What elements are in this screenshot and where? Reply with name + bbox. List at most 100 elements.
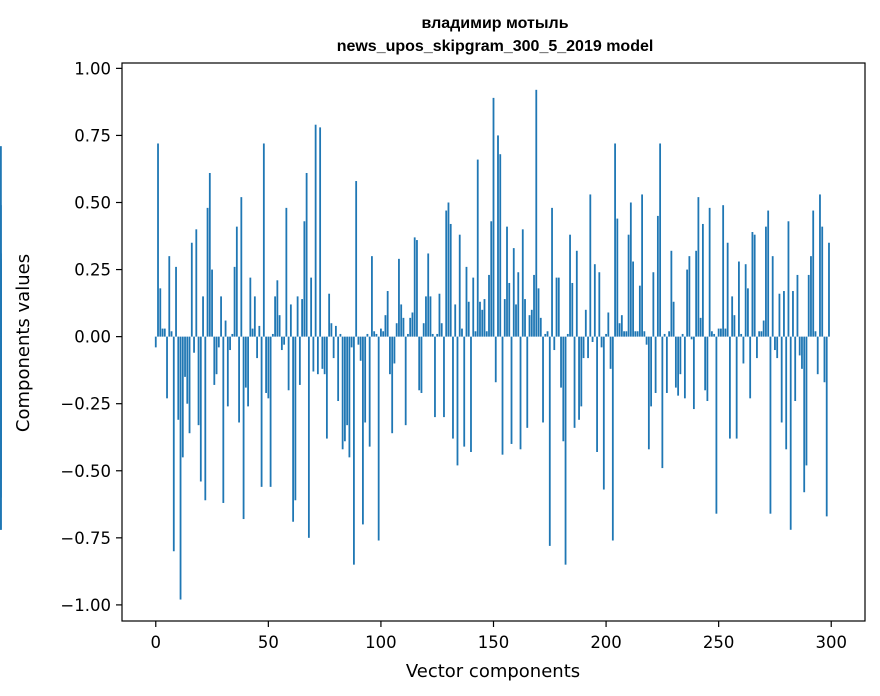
bar-145 bbox=[481, 309, 484, 337]
bar-141 bbox=[472, 277, 475, 337]
bar-63 bbox=[296, 296, 299, 337]
bar-274 bbox=[771, 256, 774, 337]
y-tick-label: 0.00 bbox=[74, 328, 111, 347]
x-tick-label: 150 bbox=[478, 633, 510, 652]
bar-116 bbox=[416, 240, 418, 337]
bar-136 bbox=[461, 328, 463, 337]
bar-104 bbox=[389, 336, 391, 375]
bar-3 bbox=[161, 328, 164, 337]
bar-193 bbox=[589, 194, 592, 337]
bar-114 bbox=[411, 312, 414, 337]
bar-149 bbox=[490, 221, 493, 337]
bar-263 bbox=[747, 288, 749, 337]
bar-229 bbox=[670, 250, 673, 337]
bar-64 bbox=[298, 336, 301, 385]
bar-219 bbox=[647, 336, 650, 450]
bar-212 bbox=[632, 261, 634, 337]
bar-226 bbox=[663, 333, 666, 337]
bar-291 bbox=[810, 256, 812, 337]
bar-1 bbox=[157, 143, 159, 337]
bar-30 bbox=[222, 336, 225, 503]
bar-98 bbox=[375, 333, 378, 337]
bar-124 bbox=[434, 336, 436, 418]
bar-227 bbox=[665, 336, 668, 393]
bar-129 bbox=[445, 210, 448, 337]
bar-92 bbox=[362, 336, 364, 525]
bar-103 bbox=[386, 291, 389, 337]
bar-239 bbox=[692, 336, 695, 410]
bar-46 bbox=[258, 325, 261, 337]
bar-290 bbox=[807, 274, 810, 337]
bar-262 bbox=[744, 264, 747, 337]
bar-66 bbox=[303, 221, 306, 337]
bar-76 bbox=[325, 336, 328, 439]
bar-167 bbox=[530, 309, 533, 337]
bar-65 bbox=[301, 299, 304, 337]
bar-68 bbox=[307, 336, 310, 538]
bar-126 bbox=[438, 293, 441, 337]
bar-0 bbox=[154, 336, 157, 348]
bar-57 bbox=[283, 336, 286, 345]
bar-157 bbox=[508, 282, 511, 337]
y-tick-label: 0.50 bbox=[74, 194, 111, 213]
x-tick-label: 100 bbox=[365, 633, 397, 652]
bar-286 bbox=[798, 336, 801, 356]
bar-215 bbox=[638, 285, 641, 337]
bar-83 bbox=[341, 336, 344, 450]
bar-266 bbox=[753, 234, 756, 337]
bar-75 bbox=[323, 336, 326, 375]
bar-191 bbox=[584, 309, 587, 337]
bar-21 bbox=[202, 296, 204, 337]
bar-105 bbox=[391, 336, 394, 434]
bar-186 bbox=[573, 336, 576, 428]
bar-16 bbox=[190, 242, 193, 337]
bar-202 bbox=[609, 336, 612, 369]
bar-142 bbox=[474, 331, 477, 337]
bar-140 bbox=[470, 336, 472, 452]
bar-253 bbox=[724, 328, 727, 337]
bar-190 bbox=[582, 336, 585, 359]
bar-62 bbox=[294, 336, 297, 501]
bar-40 bbox=[244, 336, 247, 388]
bar-52 bbox=[271, 333, 274, 337]
bar-282 bbox=[789, 336, 792, 530]
bar-278 bbox=[780, 336, 783, 423]
bar-31 bbox=[224, 320, 227, 337]
bar-207 bbox=[620, 315, 623, 337]
bar-134 bbox=[456, 336, 459, 466]
bar-293 bbox=[814, 331, 817, 337]
y-tick-label: 1.00 bbox=[74, 59, 111, 78]
bar-217 bbox=[643, 331, 646, 337]
bar-137 bbox=[463, 336, 466, 447]
bar-110 bbox=[402, 317, 405, 337]
bar-11 bbox=[179, 336, 182, 600]
bar-276 bbox=[776, 336, 779, 359]
bar-152 bbox=[497, 135, 499, 337]
bar-298 bbox=[825, 336, 828, 517]
bar-297 bbox=[823, 336, 826, 383]
y-tick-label: 0.75 bbox=[74, 126, 111, 145]
bar-280 bbox=[785, 336, 788, 450]
bar-188 bbox=[578, 336, 580, 420]
bar-260 bbox=[740, 333, 743, 337]
bar-275 bbox=[774, 336, 776, 351]
bar-144 bbox=[479, 301, 481, 337]
bar-59 bbox=[287, 336, 290, 391]
bar-248 bbox=[713, 333, 716, 337]
bar-159 bbox=[512, 248, 515, 337]
bar-38 bbox=[240, 197, 243, 337]
bar-90 bbox=[357, 336, 360, 345]
bar-67 bbox=[305, 172, 308, 337]
chart-title-line1: владимир мотыль bbox=[421, 15, 568, 32]
bar-127 bbox=[440, 323, 443, 337]
bar-undefined bbox=[0, 336, 2, 407]
x-tick-label: 0 bbox=[151, 633, 162, 652]
bar-50 bbox=[267, 336, 270, 399]
bar-192 bbox=[587, 336, 589, 359]
bar-12 bbox=[181, 336, 184, 458]
bar-45 bbox=[256, 336, 258, 359]
bar-218 bbox=[645, 336, 648, 345]
bar-151 bbox=[494, 336, 497, 383]
bar-53 bbox=[274, 296, 276, 337]
